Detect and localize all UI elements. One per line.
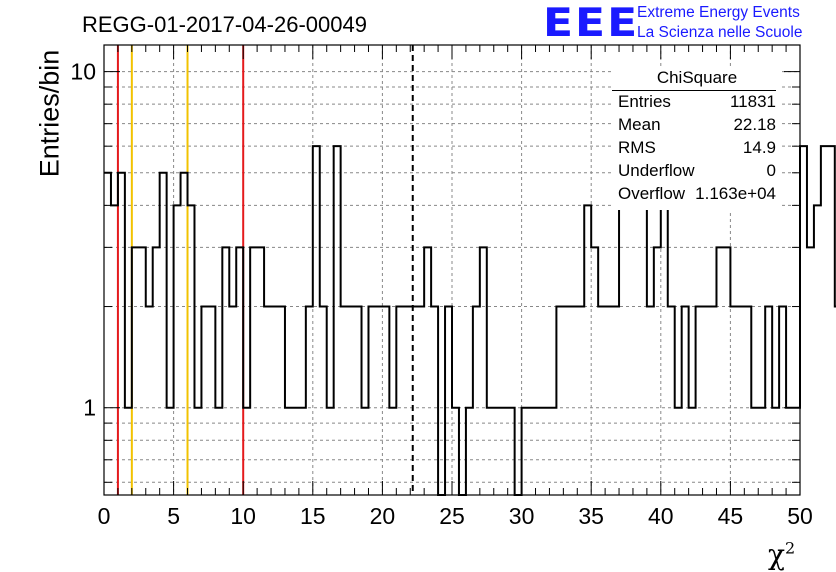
stats-row-underflow: Underflow 0 — [618, 161, 776, 183]
stats-value: 14.9 — [742, 138, 776, 157]
logo-text-line1: Extreme Energy Events — [637, 4, 800, 21]
reference-lines — [116, 45, 414, 495]
x-tick-label: 35 — [578, 503, 604, 529]
stats-value: 22.18 — [733, 115, 776, 134]
axes — [103, 44, 801, 496]
stats-label: Mean — [618, 115, 661, 134]
stats-label: RMS — [618, 138, 656, 157]
y-axis-label: Entries/bin — [34, 49, 65, 178]
x-tick-label: 15 — [300, 503, 326, 529]
stats-value: 1.163e+04 — [695, 184, 776, 203]
stats-row-mean: Mean 22.18 — [618, 115, 776, 137]
x-axis-label: χ2 — [768, 538, 796, 571]
x-tick-label: 40 — [648, 503, 674, 529]
x-tick-label: 30 — [509, 503, 535, 529]
x-tick-label: 5 — [167, 503, 180, 529]
stats-row-entries: Entries 11831 — [618, 92, 776, 114]
x-tick-label: 25 — [439, 503, 465, 529]
x-tick-label: 50 — [787, 503, 813, 529]
histogram-series — [104, 145, 836, 496]
x-tick-label: 0 — [98, 503, 111, 529]
stats-row-overflow: Overflow 1.163e+04 — [618, 184, 776, 206]
histogram-line — [104, 145, 836, 496]
stats-divider — [612, 90, 776, 91]
logo-text-line2: La Scienza nelle Scuole — [637, 24, 803, 41]
stats-label: Overflow — [618, 184, 686, 203]
y-tick-label: 10 — [70, 59, 96, 85]
x-tick-label: 10 — [230, 503, 256, 529]
stats-label: Underflow — [618, 161, 695, 180]
x-tick-label: 20 — [370, 503, 396, 529]
stats-box: ChiSquare Entries 11831 Mean 22.18 RMS 1… — [612, 68, 782, 210]
eee-logo-mark: EEE — [543, 0, 640, 46]
chart-title: REGG-01-2017-04-26-00049 — [82, 12, 367, 37]
stats-row-rms: RMS 14.9 — [618, 138, 776, 160]
stats-value: 0 — [766, 161, 776, 180]
x-tick-label: 45 — [718, 503, 744, 529]
y-tick-label: 1 — [83, 395, 96, 421]
tick-labels: 0 5 10 15 20 25 30 35 40 45 50 1 10 — [70, 59, 812, 529]
stats-label: Entries — [618, 92, 671, 111]
stats-value: 11831 — [729, 92, 776, 111]
stats-title: ChiSquare — [656, 68, 738, 87]
